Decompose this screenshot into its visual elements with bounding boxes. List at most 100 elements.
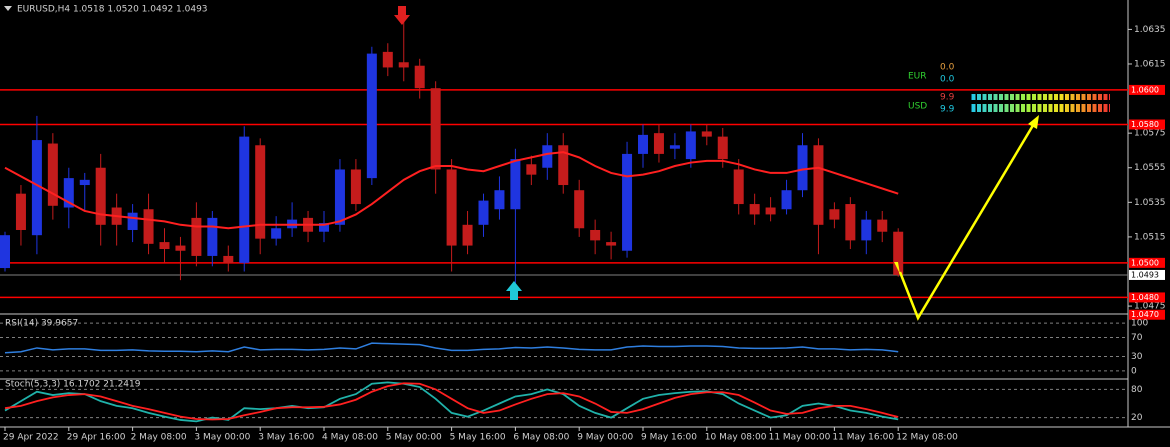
chart-title: EURUSD,H4 1.0518 1.0520 1.0492 1.0493 xyxy=(17,5,208,15)
projection-arrow xyxy=(898,121,1037,321)
candle-body xyxy=(590,229,601,241)
candle-body xyxy=(31,140,42,236)
rsi-label: RSI(14) 39.9657 xyxy=(5,319,78,329)
candle-body xyxy=(685,131,696,160)
candle-body xyxy=(877,219,888,232)
x-tick-label: 2 May 08:00 xyxy=(131,433,187,443)
level-label: 1.0580 xyxy=(1131,120,1159,129)
x-tick-label: 12 May 08:00 xyxy=(896,433,958,443)
candle-body xyxy=(813,145,824,225)
stoch-tick-label: 20 xyxy=(1131,413,1143,423)
candle-body xyxy=(606,242,617,246)
x-tick-label: 6 May 08:00 xyxy=(513,433,569,443)
candle-body xyxy=(63,178,74,208)
candle-body xyxy=(638,134,648,154)
y-tick-label: 1.0635 xyxy=(1134,25,1166,35)
last-price-label: 1.0493 xyxy=(1131,270,1159,279)
rsi-line xyxy=(4,342,899,354)
stoch-label: Stoch(5,3,3) 16.1702 21.2419 xyxy=(5,380,141,390)
candle-body xyxy=(542,145,553,168)
candle-body xyxy=(478,200,489,225)
candle-body xyxy=(239,136,250,263)
level-label: 1.0480 xyxy=(1131,293,1159,302)
menu-icon xyxy=(4,6,12,11)
candle-body xyxy=(717,136,728,160)
candle-body xyxy=(127,212,138,230)
candle-body xyxy=(0,235,10,269)
y-tick-label: 1.0515 xyxy=(1134,232,1166,242)
candle-body xyxy=(95,167,106,225)
down-arrow xyxy=(394,6,410,25)
price-panel xyxy=(0,20,1128,299)
y-tick-label: 1.0615 xyxy=(1134,59,1166,69)
candle-body xyxy=(701,131,712,137)
x-tick-label: 11 May 00:00 xyxy=(769,433,831,443)
candle-body xyxy=(446,169,457,246)
candle-body xyxy=(574,190,585,229)
candle-body xyxy=(255,145,266,239)
candle-body xyxy=(15,193,26,230)
meter-bar xyxy=(970,94,1110,100)
level-label-box xyxy=(1129,84,1165,95)
candle-body xyxy=(861,219,872,241)
candle-body xyxy=(494,190,505,210)
candle-body xyxy=(334,169,345,225)
candle-body xyxy=(175,245,186,251)
meter-value: 9.9 xyxy=(940,93,955,103)
candle-body xyxy=(398,62,409,68)
candle-body xyxy=(271,228,282,239)
rsi-tick-label: 30 xyxy=(1131,352,1143,362)
meter-value: 9.9 xyxy=(940,105,955,115)
candle-body xyxy=(366,53,377,179)
candle-body xyxy=(749,204,760,215)
candle-body xyxy=(510,159,521,210)
rsi-tick-label: 0 xyxy=(1131,366,1137,376)
candle-body xyxy=(79,179,90,186)
y-tick-label: 1.0535 xyxy=(1134,198,1166,208)
candle-body xyxy=(47,143,58,206)
candle-body xyxy=(845,204,856,241)
meter-value: 0.0 xyxy=(940,63,955,73)
x-tick-label: 3 May 00:00 xyxy=(194,433,250,443)
candle-body xyxy=(733,169,744,205)
candle-body xyxy=(829,209,840,220)
candle-body xyxy=(382,51,393,68)
arrow-tail xyxy=(894,262,900,274)
axes: 1.0635 1.0615 1.0575 1.0555 1.0535 1.0515 1.04… xyxy=(3,25,1166,443)
candle-body xyxy=(622,153,633,251)
x-tick-label: 29 Apr 16:00 xyxy=(67,433,126,443)
rsi-tick-label: 100 xyxy=(1131,319,1148,329)
meter-currency: EUR xyxy=(908,72,927,82)
level-label: 1.0500 xyxy=(1131,258,1159,267)
candle-body xyxy=(669,145,680,149)
level-label: 1.0600 xyxy=(1131,85,1159,94)
x-tick-label: 4 May 08:00 xyxy=(322,433,378,443)
up-arrow xyxy=(506,281,522,300)
stoch-line xyxy=(4,382,899,421)
x-tick-label: 5 May 16:00 xyxy=(450,433,506,443)
last-price-box xyxy=(1129,269,1165,280)
candle-body xyxy=(319,223,329,232)
candle-body xyxy=(350,169,361,205)
level-label-box xyxy=(1129,119,1165,130)
y-tick-label: 1.0555 xyxy=(1134,163,1166,173)
x-tick-label: 29 Apr 2022 xyxy=(3,433,59,443)
candle-body xyxy=(223,255,234,263)
candle-body xyxy=(653,133,664,154)
arrow-head xyxy=(1028,115,1039,129)
candle-body xyxy=(526,164,537,175)
x-tick-label: 11 May 16:00 xyxy=(832,433,894,443)
y-tick-label: 1.0475 xyxy=(1134,302,1166,312)
candle-body xyxy=(893,231,904,275)
stoch-tick-label: 80 xyxy=(1131,385,1143,395)
candle-body xyxy=(765,207,776,215)
candle-body xyxy=(191,217,202,256)
candle-body xyxy=(143,209,154,244)
meter-currency: USD xyxy=(908,102,927,112)
candle-body xyxy=(414,65,425,89)
stoch-panel xyxy=(0,381,1128,423)
moving-average xyxy=(4,151,899,230)
x-tick-label: 9 May 00:00 xyxy=(577,433,633,443)
candle-body xyxy=(558,145,569,186)
